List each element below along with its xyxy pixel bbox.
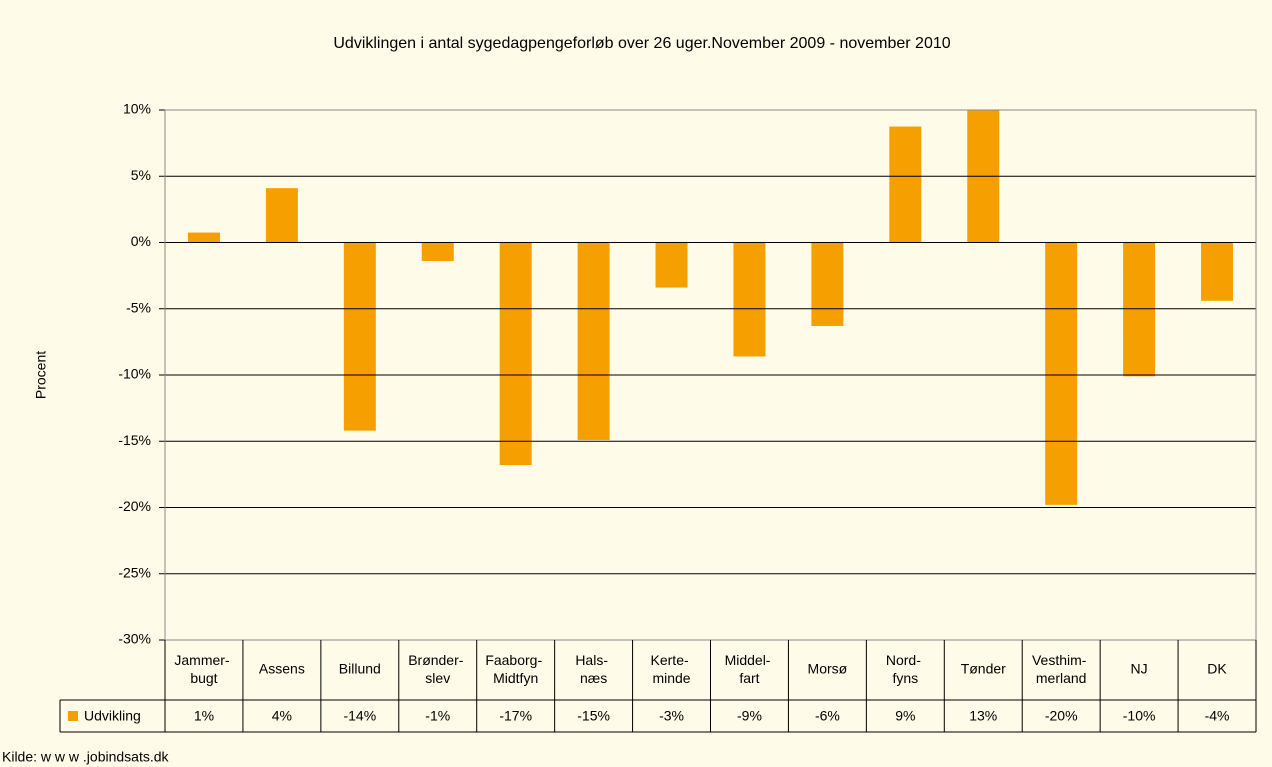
bar [655,242,688,288]
x-tick-label: Tønder [961,661,1006,677]
y-tick-label: 5% [131,167,151,183]
data-label: -6% [815,708,840,724]
bar [265,188,298,243]
data-label: 4% [272,708,292,724]
y-tick-label: -5% [126,299,151,315]
bar [1123,242,1156,377]
y-tick-label: -25% [118,564,151,580]
x-tick-label: Brønder- slev [408,652,467,686]
x-tick-label: Billund [339,661,381,677]
data-label: -3% [659,708,684,724]
x-tick-label: Vesthim- merland [1032,652,1090,686]
x-tick-label: Jammer- bugt [174,652,233,686]
bar [577,242,610,440]
x-tick-label: DK [1207,661,1227,677]
legend-label: Udvikling [84,708,141,724]
data-label: -4% [1205,708,1230,724]
data-label: -17% [499,708,532,724]
bar [187,232,220,243]
y-tick-label: -10% [118,366,151,382]
x-tick-label: NJ [1131,661,1148,677]
bar [499,242,532,466]
data-label: 9% [895,708,915,724]
y-tick-label: -15% [118,432,151,448]
y-axis-label: Procent [33,351,49,399]
x-tick-label: Hals- næs [575,652,612,686]
data-label: -10% [1123,708,1156,724]
data-label: 13% [969,708,997,724]
x-tick-label: Nord- fyns [886,652,925,686]
y-tick-label: 10% [123,101,151,117]
bar [343,242,376,431]
x-tick-label: Assens [259,661,305,677]
legend-swatch [68,711,78,721]
x-tick-label: Middel- fart [725,652,775,686]
source: Kilde: w w w .jobindsats.dk [2,749,170,765]
bar [811,242,844,326]
bar [1201,242,1234,301]
x-tick-label: Kerte- minde [651,652,693,686]
y-tick-label: 0% [131,233,151,249]
bar [1045,242,1078,505]
y-tick-label: -30% [118,631,151,647]
x-tick-label: Faaborg- Midtfyn [485,652,546,686]
chart-title: Udviklingen i antal sygedagpengeforløb o… [333,35,950,52]
bar [421,242,454,262]
data-label: -15% [577,708,610,724]
bars [187,110,1234,505]
x-tick-label: Morsø [808,661,848,677]
data-label: 1% [194,708,214,724]
data-label: -9% [737,708,762,724]
bar [967,110,1000,243]
data-label: -1% [425,708,450,724]
data-label: -20% [1045,708,1078,724]
y-tick-label: -20% [118,498,151,514]
bar [733,242,766,357]
data-label: -14% [343,708,376,724]
bar [889,126,922,243]
